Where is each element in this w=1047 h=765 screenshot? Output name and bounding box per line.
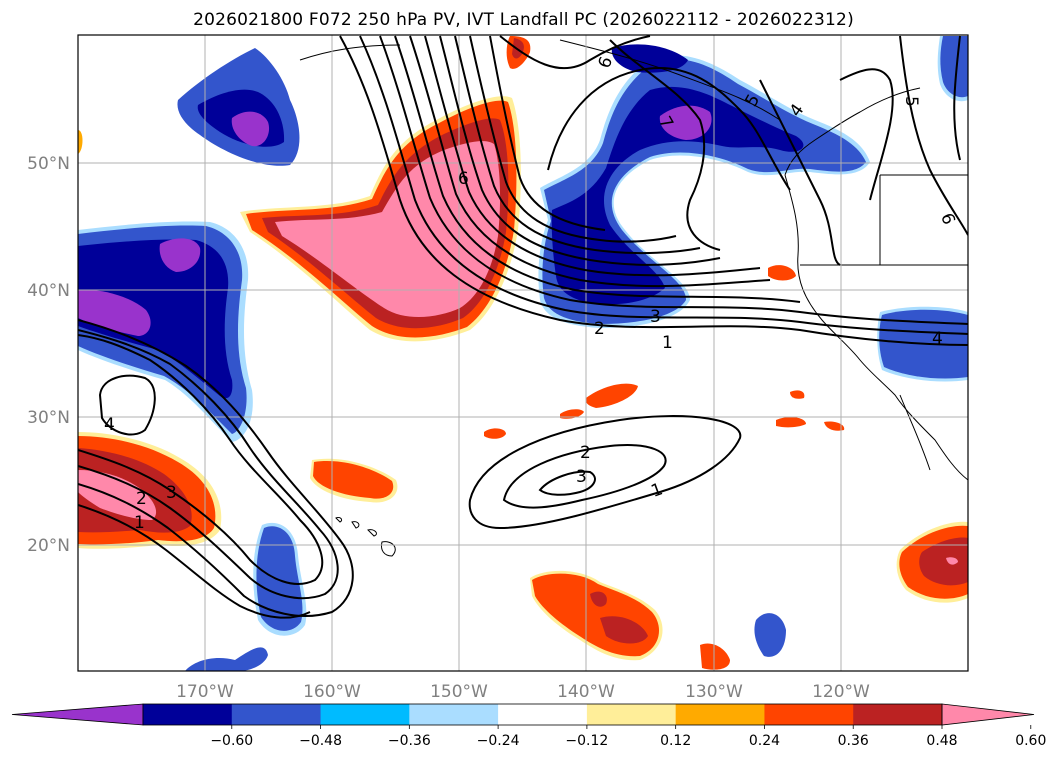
contour-label: 2 <box>580 443 591 463</box>
map-title: 2026021800 F072 250 hPa PV, IVT Landfall… <box>193 10 854 30</box>
lon-label: 120°W <box>812 682 870 702</box>
colorbar-tick-label: −0.12 <box>565 733 608 749</box>
lon-label: 170°W <box>176 682 234 702</box>
colorbar-extend-high <box>941 703 1035 726</box>
ivt-contours <box>78 35 968 619</box>
colorbar-extend-low <box>11 703 144 726</box>
colorbar-segment <box>409 704 499 725</box>
contour-label: 3 <box>166 483 177 503</box>
contour-label: 3 <box>650 307 661 327</box>
lon-label: 130°W <box>685 682 743 702</box>
colorbar-segment <box>143 704 233 725</box>
colorbar-tick-label: 0.24 <box>749 733 780 749</box>
colorbar-segment <box>320 704 410 725</box>
lat-label: 30°N <box>27 408 70 428</box>
colorbar-segment <box>586 704 677 725</box>
colorbar-segment <box>498 704 588 725</box>
contour-label: 5 <box>901 96 921 107</box>
contour-label: 3 <box>576 467 587 487</box>
contour-label: 4 <box>932 329 943 349</box>
colorbar-segment <box>231 704 322 725</box>
colorbar-segment <box>764 704 854 725</box>
lat-label: 20°N <box>27 536 70 556</box>
lat-label: 50°N <box>27 154 70 174</box>
colorbar-segment <box>853 704 943 725</box>
lon-label: 150°W <box>430 682 488 702</box>
colorbar-outline <box>142 703 943 726</box>
colorbar-tick-label: 0.12 <box>660 733 691 749</box>
lon-label: 160°W <box>303 682 361 702</box>
colorbar-tick-label: −0.36 <box>388 733 431 749</box>
contour-label: 1 <box>662 333 673 353</box>
hawaiian-islands <box>335 517 396 557</box>
contour-label: 2 <box>136 489 147 509</box>
colorbar-tick-label: 0.60 <box>1015 733 1046 749</box>
latitude-axis: 50°N 40°N 30°N 20°N <box>27 154 70 556</box>
colorbar-tick-label: −0.48 <box>299 733 342 749</box>
colorbar: −0.60 −0.48 −0.36 −0.24 −0.12 0.12 0.24 0.36 0.4… <box>11 703 1046 749</box>
colorbar-tick-label: 0.48 <box>926 733 957 749</box>
contour-label: 2 <box>594 319 605 339</box>
lat-label: 40°N <box>27 281 70 301</box>
colorbar-segment <box>675 704 765 725</box>
colorbar-tick-label: −0.24 <box>477 733 520 749</box>
gridlines <box>78 35 968 671</box>
colorbar-tick-label: 0.36 <box>838 733 869 749</box>
contour-label: 1 <box>134 513 145 533</box>
longitude-axis: 170°W 160°W 150°W 140°W 130°W 120°W <box>176 682 870 702</box>
map-border <box>77 34 969 672</box>
colorbar-tick-label: −0.60 <box>210 733 253 749</box>
contour-label: 6 <box>458 169 469 189</box>
lon-label: 140°W <box>557 682 615 702</box>
contour-label: 4 <box>104 415 115 435</box>
